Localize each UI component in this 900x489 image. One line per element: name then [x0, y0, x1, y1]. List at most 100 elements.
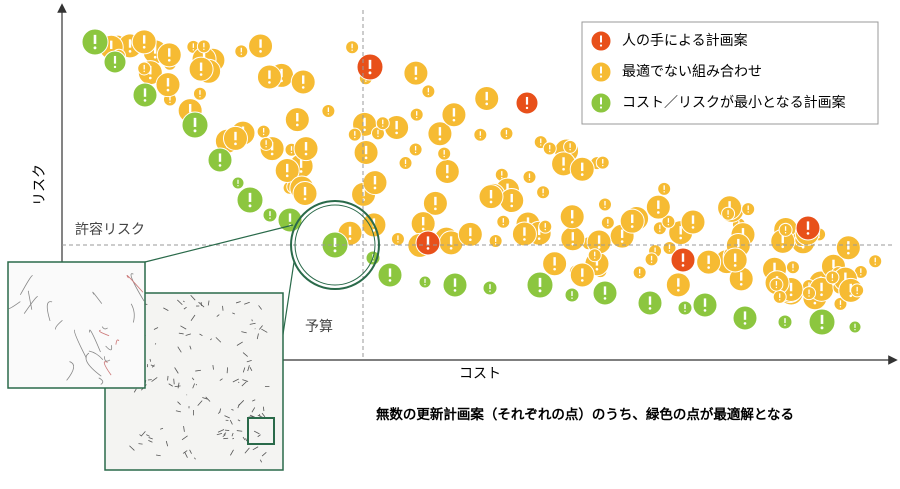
- dot-mark: [144, 65, 145, 70]
- dot-mark: [415, 67, 417, 75]
- dot-mark: [562, 157, 564, 165]
- dot-mark: [143, 71, 144, 72]
- plan-dot: [500, 189, 524, 213]
- dot-mark: [814, 302, 817, 305]
- legend-label: 最適でない組み合わせ: [622, 63, 762, 80]
- plan-dot: [232, 177, 244, 189]
- street: [174, 379, 175, 385]
- dot-mark: [511, 194, 513, 202]
- dot-mark: [363, 118, 365, 126]
- dot-mark: [604, 201, 605, 206]
- x-axis-label: コスト: [459, 366, 501, 382]
- dot-mark: [808, 290, 809, 295]
- dot-mark: [854, 329, 855, 330]
- plan-dot: [666, 273, 690, 297]
- dot-mark: [203, 43, 204, 48]
- dot-mark: [792, 264, 793, 269]
- plan-dot: [399, 157, 412, 170]
- plan-dot: [638, 291, 662, 315]
- dot-mark: [439, 138, 442, 141]
- dot-mark: [523, 238, 526, 241]
- dot-mark: [631, 225, 634, 228]
- plan-dot: [681, 210, 705, 234]
- dot-mark: [129, 50, 132, 53]
- dot-mark: [704, 309, 707, 312]
- dot-mark: [639, 269, 640, 274]
- dot-mark: [526, 107, 528, 109]
- dot-mark: [154, 56, 157, 59]
- dot-mark: [167, 89, 170, 92]
- dot-mark: [194, 129, 197, 132]
- dot-mark: [389, 279, 392, 282]
- plan-dot: [851, 284, 864, 297]
- plan-dot: [82, 29, 108, 55]
- dot-mark: [305, 142, 307, 150]
- dot-mark: [305, 153, 308, 156]
- plan-dot: [378, 263, 402, 287]
- dot-mark: [854, 324, 855, 328]
- plan-dot: [249, 34, 273, 58]
- dot-mark: [269, 217, 271, 219]
- dot-mark: [545, 229, 546, 230]
- dot-mark: [427, 236, 429, 244]
- plan-dot: [348, 128, 361, 141]
- dot-mark: [773, 263, 775, 271]
- dot-mark: [734, 253, 736, 261]
- plan-dot: [601, 216, 614, 229]
- dot-mark: [439, 127, 441, 135]
- dot-mark: [600, 106, 602, 108]
- plan-dot: [561, 227, 585, 251]
- dot-mark: [495, 237, 496, 242]
- dot-mark: [545, 223, 546, 228]
- dot-mark: [692, 226, 695, 229]
- dot-mark: [594, 257, 595, 258]
- dot-mark: [682, 264, 685, 267]
- dot-mark: [415, 152, 416, 153]
- plan-dot: [479, 185, 503, 209]
- dot-mark: [651, 256, 652, 261]
- dot-mark: [737, 239, 739, 247]
- plan-dot: [223, 126, 247, 150]
- dot-mark: [424, 279, 425, 283]
- dot-mark: [302, 75, 304, 83]
- dot-mark: [669, 244, 670, 249]
- dot-mark: [237, 185, 238, 186]
- dot-mark: [523, 227, 525, 235]
- dot-mark: [263, 128, 264, 133]
- plan-dot: [104, 51, 126, 73]
- dot-mark: [328, 107, 329, 112]
- plan-dot: [500, 127, 513, 140]
- dot-mark: [427, 247, 430, 250]
- dot-mark: [677, 289, 680, 292]
- street: [138, 444, 142, 445]
- plan-dot: [260, 137, 273, 150]
- dot-mark: [571, 210, 573, 218]
- dot-mark: [856, 293, 857, 294]
- dot-mark: [129, 39, 131, 47]
- dot-mark: [453, 108, 455, 116]
- dot-mark: [807, 221, 809, 229]
- plan-dot: [796, 216, 820, 240]
- dot-mark: [657, 211, 660, 214]
- dot-mark: [490, 190, 492, 198]
- dot-mark: [669, 250, 670, 251]
- plan-dot: [189, 57, 213, 81]
- dot-mark: [740, 283, 743, 286]
- plan-dot: [157, 43, 181, 67]
- plan-dot: [570, 157, 594, 181]
- dot-mark: [169, 102, 170, 103]
- plan-dot: [671, 248, 695, 272]
- street: [155, 343, 156, 344]
- dot-mark: [193, 43, 194, 48]
- plan-dot: [523, 171, 536, 184]
- dot-mark: [744, 311, 746, 319]
- dot-mark: [443, 156, 444, 157]
- dot-mark: [604, 207, 605, 208]
- dot-mark: [821, 326, 824, 329]
- plan-dot: [391, 232, 404, 245]
- dot-mark: [602, 159, 603, 164]
- plan-dot: [620, 209, 644, 233]
- dot-mark: [349, 227, 351, 235]
- plan-dot: [354, 140, 378, 164]
- dot-mark: [237, 180, 238, 184]
